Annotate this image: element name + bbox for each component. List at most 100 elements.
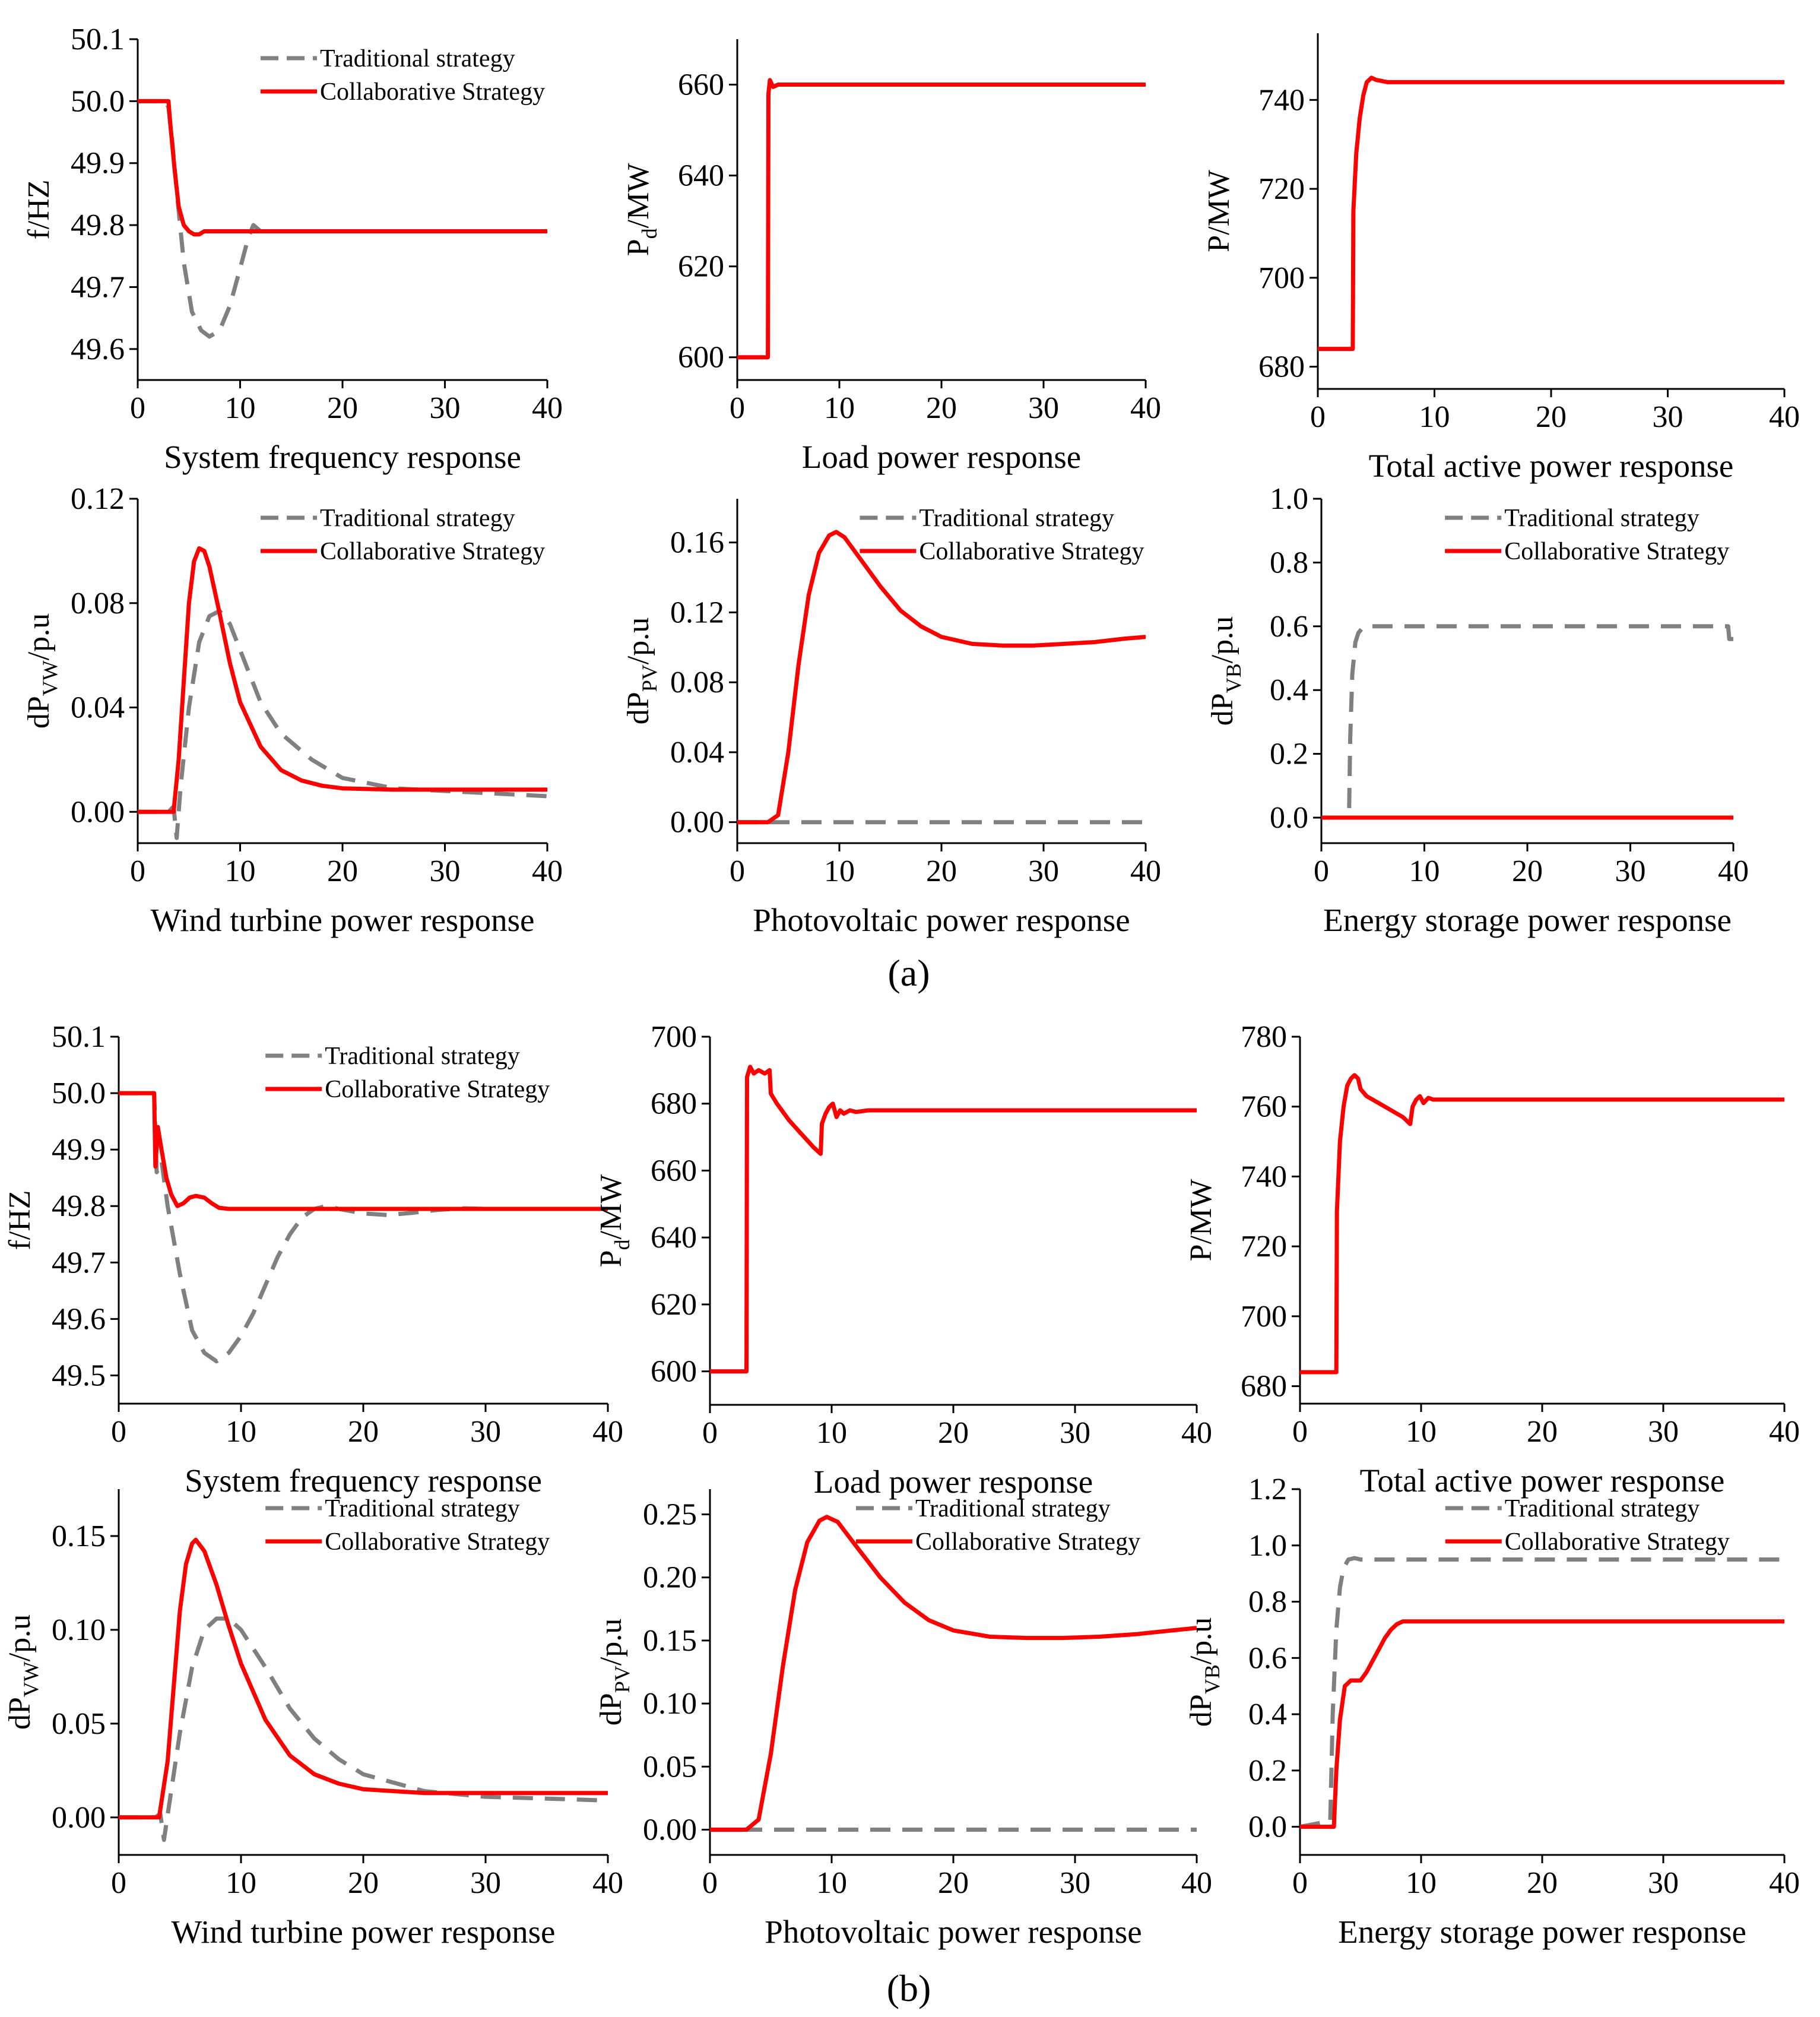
legend-label: Collaborative Strategy [320, 538, 545, 565]
series-line-collaborative [1300, 1619, 1784, 1829]
y-tick-label: 0.2 [1248, 1754, 1287, 1788]
y-tick-label: 49.7 [71, 270, 125, 304]
y-tick-label: 0.0 [1270, 801, 1308, 835]
y-axis-title-unit: /p.u [22, 613, 56, 660]
y-axis-title-sub: VW [19, 1661, 43, 1697]
series-line-traditional [138, 609, 547, 840]
y-tick-label: 640 [678, 159, 724, 193]
y-tick-label: 0.15 [643, 1624, 697, 1658]
x-axis-title: Total active power response [1360, 1462, 1725, 1499]
y-tick-label: 49.5 [52, 1359, 106, 1392]
y-tick-label: 700 [651, 1020, 697, 1054]
chart-panel: 0 10 20 30 40 0.0 0.2 0.4 0.6 0.8 1.0 Energy storag… [1206, 482, 1749, 938]
series-line-traditional [138, 99, 547, 339]
y-tick-label: 0.00 [52, 1801, 106, 1835]
y-axis-title-unit: /MW [594, 1174, 628, 1240]
y-axis-title-unit: /p.u [594, 1619, 628, 1665]
y-tick-label: 49.9 [71, 147, 125, 181]
series-line-collaborative [710, 1065, 1197, 1374]
y-tick-label: 0.10 [52, 1613, 106, 1647]
y-tick-label: 1.2 [1248, 1473, 1287, 1506]
y-axis-title: dPVB/p.u [1184, 1617, 1224, 1727]
y-axis-title-main: dP [3, 1697, 37, 1730]
y-tick-label: 600 [651, 1355, 697, 1389]
subfigure-label: (a) [887, 952, 930, 994]
y-tick-label: 680 [1258, 350, 1305, 384]
y-tick-label: 0.4 [1248, 1698, 1287, 1731]
x-tick-label: 40 [1769, 400, 1800, 434]
y-tick-label: 0.00 [670, 806, 724, 840]
legend-label: Traditional strategy [325, 1495, 520, 1522]
x-tick-label: 10 [225, 391, 256, 425]
x-tick-label: 10 [824, 854, 855, 888]
y-axis-title-unit: /MW [622, 163, 655, 229]
y-axis-title: dPVW/p.u [3, 1614, 43, 1730]
legend-label: Collaborative Strategy [320, 78, 545, 106]
series-line-collaborative [119, 1091, 608, 1211]
y-tick-label: 50.1 [52, 1020, 106, 1054]
series-line-collaborative [1318, 75, 1784, 352]
y-axis-title-sub: d [610, 1239, 634, 1250]
y-tick-label: 620 [678, 250, 724, 284]
y-axis-title: f/HZ [3, 1190, 37, 1250]
y-axis-title-sub: VW [38, 660, 62, 696]
series-line-collaborative [710, 1515, 1197, 1832]
series-line-collaborative [138, 546, 547, 814]
series-line-collaborative [737, 530, 1146, 825]
x-tick-label: 40 [1181, 1866, 1212, 1900]
series-line-traditional [1347, 624, 1733, 808]
y-tick-label: 49.7 [52, 1246, 106, 1280]
series-line-traditional [119, 1091, 608, 1364]
x-tick-label: 30 [1060, 1866, 1090, 1900]
y-tick-label: 0.20 [643, 1561, 697, 1595]
y-tick-label: 0.00 [71, 795, 125, 829]
y-tick-label: 0.4 [1270, 673, 1308, 707]
chart-panel: 0 10 20 30 40 0.00 0.05 0.10 0.15 0.20 0.25 Photovo… [594, 1489, 1212, 1950]
x-tick-label: 0 [702, 1416, 718, 1450]
x-tick-label: 0 [111, 1866, 126, 1900]
x-tick-label: 20 [938, 1866, 969, 1900]
y-axis-title: dPVW/p.u [22, 613, 62, 729]
x-tick-label: 30 [1060, 1416, 1090, 1450]
y-tick-label: 760 [1241, 1090, 1287, 1124]
y-axis-title: dPPV/p.u [622, 618, 661, 724]
chart-panel: 0 10 20 30 40 0.00 0.05 0.10 0.15 Wind turbine po… [3, 1489, 623, 1950]
x-tick-label: 10 [1419, 400, 1450, 434]
x-tick-label: 10 [816, 1416, 847, 1450]
x-tick-label: 20 [327, 854, 358, 888]
y-axis-title: P/MW [1202, 170, 1236, 252]
legend-label: Traditional strategy [915, 1495, 1111, 1522]
x-axis-title: Total active power response [1369, 448, 1734, 484]
x-axis-title: Wind turbine power response [151, 902, 535, 938]
y-tick-label: 0.04 [670, 736, 724, 770]
x-tick-label: 20 [1527, 1415, 1558, 1449]
y-axis-title-unit: /p.u [3, 1614, 37, 1661]
y-tick-label: 780 [1241, 1020, 1287, 1054]
x-tick-label: 10 [226, 1415, 256, 1449]
y-axis-title-unit: /p.u [1184, 1617, 1218, 1664]
y-tick-label: 0.0 [1248, 1810, 1287, 1844]
chart-panel: 0 10 20 30 40 600 620 640 660 Load power response… [622, 39, 1161, 475]
y-axis-title-text: P/MW [1184, 1179, 1218, 1262]
y-tick-label: 0.10 [643, 1687, 697, 1721]
x-axis-title: System frequency response [185, 1462, 542, 1499]
x-tick-label: 30 [470, 1866, 501, 1900]
y-axis-title: f/HZ [22, 179, 56, 239]
y-tick-label: 0.16 [670, 526, 724, 560]
chart-panel: 0 10 20 30 40 49.6 49.7 49.8 49.9 50.0 50.1 System … [22, 23, 563, 475]
y-axis-title-text: f/HZ [3, 1190, 37, 1250]
legend-label: Collaborative Strategy [325, 1528, 550, 1556]
y-tick-label: 1.0 [1270, 482, 1308, 516]
y-axis-title-main: P [594, 1250, 628, 1267]
x-axis-title: Photovoltaic power response [765, 1914, 1142, 1950]
y-tick-label: 1.0 [1248, 1529, 1287, 1563]
y-tick-label: 680 [651, 1087, 697, 1121]
x-tick-label: 20 [348, 1415, 379, 1449]
x-axis-title: Wind turbine power response [172, 1914, 556, 1950]
y-tick-label: 0.25 [643, 1497, 697, 1531]
x-tick-label: 10 [1406, 1866, 1437, 1900]
x-tick-label: 30 [1653, 400, 1683, 434]
y-axis-title-sub: VB [1222, 663, 1245, 693]
legend-label: Collaborative Strategy [1504, 538, 1729, 565]
x-axis-title: Energy storage power response [1338, 1914, 1746, 1950]
